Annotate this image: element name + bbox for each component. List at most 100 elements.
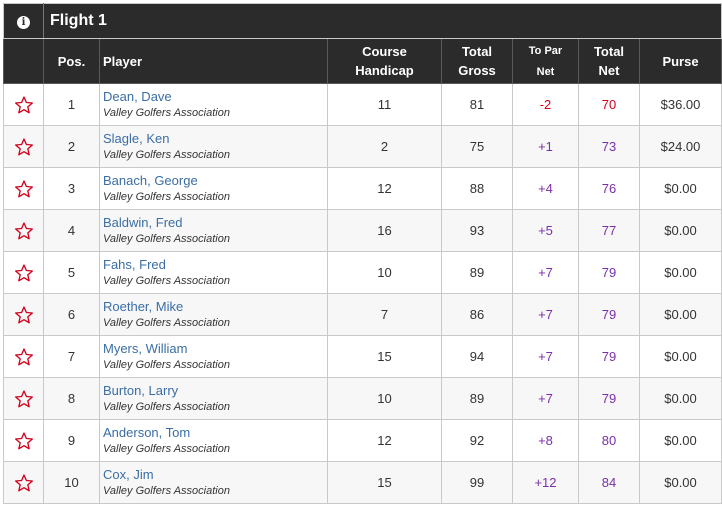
star-icon: [4, 389, 43, 409]
handicap-column-header[interactable]: Course Handicap: [327, 38, 442, 84]
favorite-star-button[interactable]: [3, 251, 44, 294]
topar-column-header[interactable]: To Par Net: [512, 38, 579, 84]
topar-cell: +12: [512, 461, 579, 504]
favorite-star-button[interactable]: [3, 461, 44, 504]
player-name-link[interactable]: Cox, Jim: [103, 466, 154, 482]
table-row: 1 Dean, Dave Valley Golfers Association 11 8…: [3, 83, 722, 126]
player-cell: Baldwin, Fred Valley Golfers Association: [99, 209, 328, 252]
player-cell: Banach, George Valley Golfers Association: [99, 167, 328, 210]
handicap-cell: 16: [327, 209, 442, 252]
player-cell: Anderson, Tom Valley Golfers Association: [99, 419, 328, 462]
topar-cell: +5: [512, 209, 579, 252]
purse-cell: $0.00: [638, 377, 722, 420]
player-cell: Fahs, Fred Valley Golfers Association: [99, 251, 328, 294]
position-cell: 5: [43, 251, 100, 294]
player-name-link[interactable]: Fahs, Fred: [103, 256, 166, 272]
player-name-link[interactable]: Baldwin, Fred: [103, 214, 183, 230]
topar-cell: +7: [512, 251, 579, 294]
net-cell: 84: [578, 461, 640, 504]
net-header-line2: Net: [598, 63, 620, 78]
star-icon: [4, 431, 43, 451]
player-name-link[interactable]: Banach, George: [103, 172, 198, 188]
player-name-link[interactable]: Roether, Mike: [103, 298, 184, 314]
net-cell: 76: [578, 167, 640, 210]
star-icon: [4, 95, 43, 115]
net-column-header[interactable]: Total Net: [578, 38, 640, 84]
favorite-star-button[interactable]: [3, 167, 44, 210]
purse-cell: $0.00: [638, 293, 722, 336]
position-cell: 10: [43, 461, 100, 504]
purse-cell: $36.00: [638, 83, 722, 126]
handicap-cell: 10: [327, 251, 442, 294]
purse-cell: $0.00: [638, 335, 722, 378]
favorite-star-button[interactable]: [3, 209, 44, 252]
favorite-star-button[interactable]: [3, 335, 44, 378]
star-icon: [4, 221, 43, 241]
purse-column-header[interactable]: Purse: [638, 38, 722, 84]
player-club: Valley Golfers Association: [103, 274, 230, 287]
net-cell: 79: [578, 335, 640, 378]
favorite-star-button[interactable]: [3, 377, 44, 420]
purse-cell: $0.00: [638, 461, 722, 504]
topar-header-line2: Net: [536, 66, 555, 78]
gross-header-line1: Total: [461, 44, 493, 59]
topar-cell: +7: [512, 335, 579, 378]
leaderboard-body: 1 Dean, Dave Valley Golfers Association 11 8…: [3, 83, 722, 504]
pos-column-header[interactable]: Pos.: [43, 38, 100, 84]
topar-cell: +1: [512, 125, 579, 168]
handicap-header-line1: Course: [362, 44, 407, 59]
gross-cell: 93: [441, 209, 513, 252]
position-cell: 2: [43, 125, 100, 168]
flight-header: i Flight 1: [3, 3, 722, 39]
player-name-link[interactable]: Burton, Larry: [103, 382, 179, 398]
favorite-column-header: [3, 38, 44, 84]
gross-cell: 88: [441, 167, 513, 210]
purse-cell: $0.00: [638, 419, 722, 462]
gross-column-header[interactable]: Total Gross: [441, 38, 513, 84]
net-cell: 80: [578, 419, 640, 462]
player-name-link[interactable]: Myers, William: [103, 340, 188, 356]
player-name-link[interactable]: Slagle, Ken: [103, 130, 170, 146]
favorite-star-button[interactable]: [3, 419, 44, 462]
purse-cell: $24.00: [638, 125, 722, 168]
handicap-cell: 2: [327, 125, 442, 168]
handicap-cell: 11: [327, 83, 442, 126]
handicap-cell: 12: [327, 419, 442, 462]
net-cell: 79: [578, 251, 640, 294]
favorite-star-button[interactable]: [3, 125, 44, 168]
player-cell: Roether, Mike Valley Golfers Association: [99, 293, 328, 336]
net-cell: 77: [578, 209, 640, 252]
table-row: 10 Cox, Jim Valley Golfers Association 15 99…: [3, 461, 722, 504]
topar-header-line1: To Par: [528, 45, 563, 57]
favorite-star-button[interactable]: [3, 83, 44, 126]
gross-cell: 86: [441, 293, 513, 336]
handicap-cell: 10: [327, 377, 442, 420]
player-club: Valley Golfers Association: [103, 190, 230, 203]
favorite-star-button[interactable]: [3, 293, 44, 336]
player-column-header[interactable]: Player: [99, 38, 328, 84]
topar-cell: +4: [512, 167, 579, 210]
handicap-header-line2: Handicap: [355, 63, 414, 78]
position-cell: 9: [43, 419, 100, 462]
net-cell: 79: [578, 293, 640, 336]
table-row: 8 Burton, Larry Valley Golfers Association…: [3, 377, 722, 420]
handicap-cell: 15: [327, 461, 442, 504]
player-club: Valley Golfers Association: [103, 484, 230, 497]
position-cell: 4: [43, 209, 100, 252]
position-cell: 1: [43, 83, 100, 126]
gross-cell: 89: [441, 377, 513, 420]
star-icon: [4, 305, 43, 325]
gross-header-line2: Gross: [458, 63, 496, 78]
player-cell: Slagle, Ken Valley Golfers Association: [99, 125, 328, 168]
topar-cell: +7: [512, 293, 579, 336]
flight-title: Flight 1: [42, 3, 722, 39]
star-icon: [4, 473, 43, 493]
net-cell: 70: [578, 83, 640, 126]
player-name-link[interactable]: Dean, Dave: [103, 88, 172, 104]
gross-cell: 99: [441, 461, 513, 504]
player-club: Valley Golfers Association: [103, 400, 230, 413]
info-button[interactable]: i: [3, 3, 44, 39]
player-name-link[interactable]: Anderson, Tom: [103, 424, 191, 440]
handicap-cell: 12: [327, 167, 442, 210]
table-row: 9 Anderson, Tom Valley Golfers Association…: [3, 419, 722, 462]
